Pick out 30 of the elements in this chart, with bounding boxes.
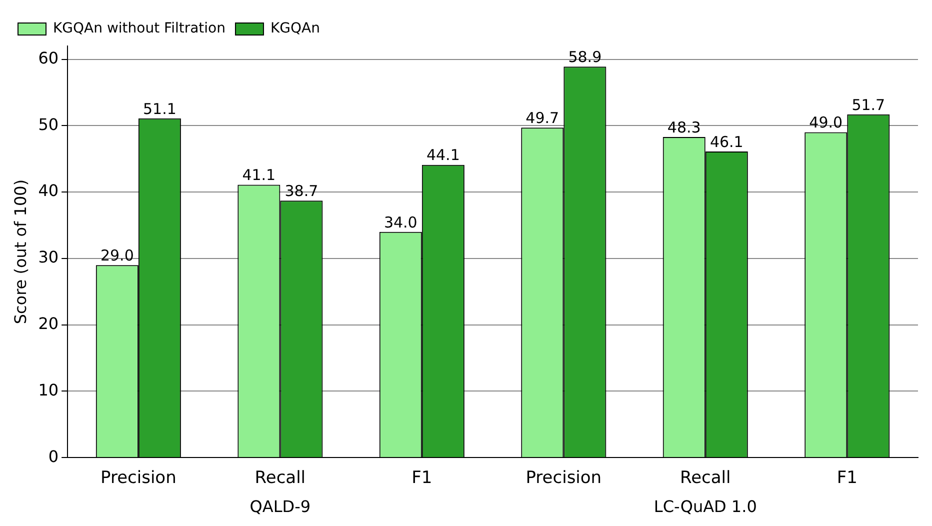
y-tick-label: 10 [38,380,59,400]
data-label: 46.1 [710,132,744,151]
text: QALD-9 [250,497,311,516]
data-label: 41.1 [242,166,276,184]
x-tick-label: F1 [836,468,858,488]
legend-label: KGQAn without Filtration [53,20,226,37]
x-tick-label: Precision [526,468,602,488]
data-label: 29.0 [100,246,134,264]
data-label: 51.7 [852,96,886,114]
data-label: 38.7 [284,182,318,200]
data-label: 49.0 [809,114,843,132]
x-tick-label: F1 [412,468,432,488]
y-axis-title: Score (out of 100) [10,179,30,324]
y-tick-label: 20 [38,314,59,333]
y-tick-label: 40 [38,181,59,200]
y-tick-label: 30 [38,248,59,267]
text: LC-QuAD 1.0 [654,497,757,516]
x-tick-label: Recall [254,468,306,488]
x-tick-label: Precision [100,468,176,488]
data-label: 49.7 [526,109,560,128]
data-label: 44.1 [426,146,460,164]
y-tick-label: 50 [38,114,59,134]
x-tick-label: Recall [680,468,731,488]
data-label: 51.1 [142,100,176,118]
y-tick-label: 60 [38,48,59,68]
y-tick-label: 0 [48,446,59,466]
data-label: 48.3 [667,118,701,136]
data-label: 58.9 [568,48,602,66]
data-label: 34.0 [384,213,418,232]
legend-label: KGQAn [270,20,320,37]
